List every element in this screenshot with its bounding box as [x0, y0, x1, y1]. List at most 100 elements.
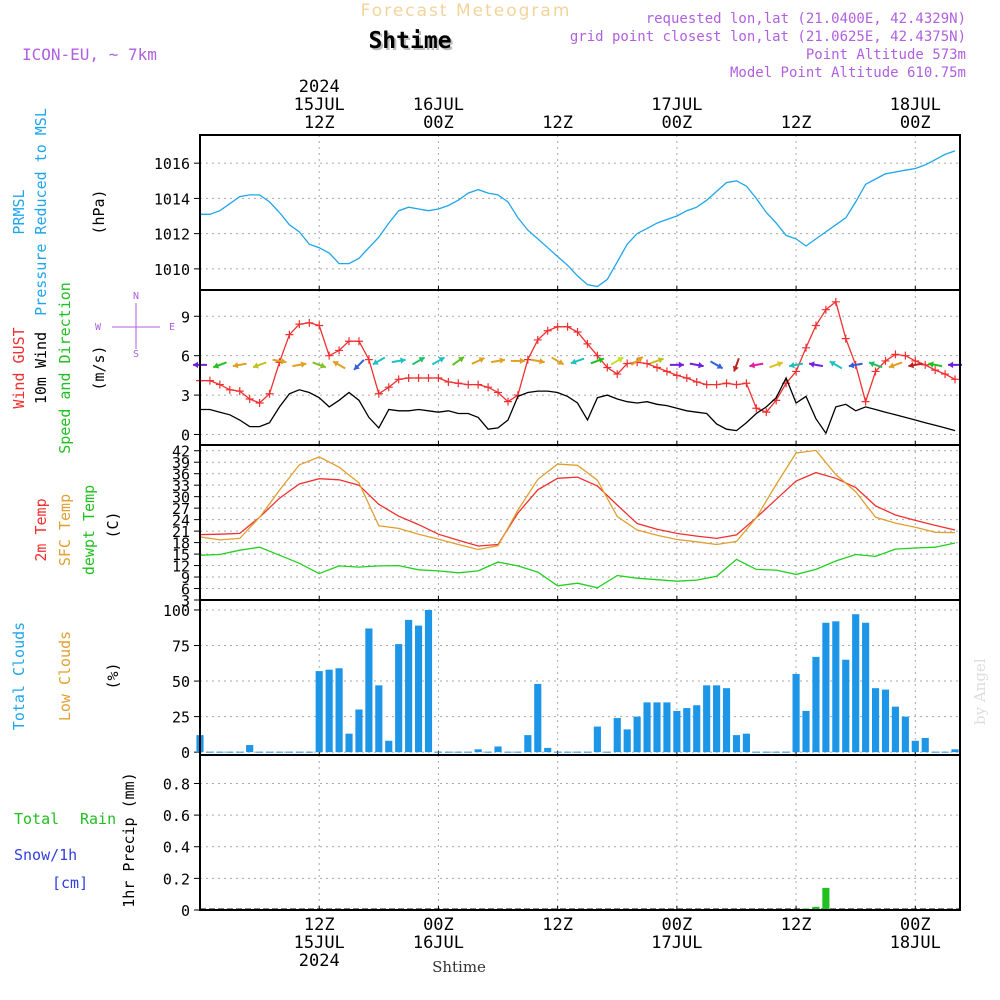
series-point-marker — [464, 380, 473, 389]
time-top-hour-label: 12Z — [781, 113, 812, 133]
y-tick-label: 25 — [172, 709, 190, 727]
panel-frame — [199, 134, 961, 291]
time-bottom-day-label: 16JUL — [413, 933, 464, 953]
axis-label-snow: Snow/1h — [14, 846, 77, 864]
series-point-marker — [603, 363, 612, 372]
y-tick-label: 24 — [172, 512, 190, 530]
axis-label-prmsl: PRMSL — [10, 189, 28, 234]
y-tick-label: 3 — [181, 592, 190, 610]
series-point-marker — [821, 305, 830, 314]
bar-mark — [802, 710, 810, 753]
compass-n: N — [133, 291, 139, 302]
bar-mark — [355, 709, 363, 753]
bar-mark — [842, 659, 850, 753]
series-point-marker — [762, 408, 771, 417]
series-dewpt-temp — [199, 542, 956, 589]
wind-vector-arrow — [710, 360, 724, 370]
wind-vector-arrow — [391, 357, 406, 364]
bar-mark — [921, 737, 929, 753]
bar-mark — [792, 673, 800, 753]
time-top-day-label: 16JUL — [413, 95, 464, 115]
bar-mark — [405, 619, 413, 753]
axis-label-unit: (m/s) — [90, 345, 108, 390]
series-point-marker — [533, 335, 542, 344]
series-line — [199, 542, 956, 589]
wind-vector-arrow — [610, 356, 624, 366]
y-tick-label: 0 — [181, 426, 190, 444]
y-tick-label: 0 — [181, 902, 190, 920]
time-bottom-year-label: 2024 — [299, 951, 340, 971]
series-point-marker — [722, 379, 731, 388]
wind-vector-head — [213, 362, 220, 369]
time-top-day-label: 15JUL — [294, 95, 345, 115]
wind-vector-head — [319, 362, 326, 369]
y-tick-label: 42 — [172, 443, 190, 461]
wind-vector-head — [458, 356, 465, 363]
wind-vector-head — [372, 359, 379, 365]
wind-vector-head — [438, 357, 445, 363]
series-point-marker — [225, 385, 234, 394]
bar-mark — [613, 718, 621, 753]
wind-vector-arrow — [749, 362, 764, 369]
y-tick-label: 0 — [181, 744, 190, 762]
y-tick-label: 36 — [172, 466, 190, 484]
wind-vector-head — [499, 357, 505, 364]
y-tick-label: 6 — [181, 348, 190, 366]
wind-vector-head — [678, 361, 684, 369]
wind-vector-arrow — [808, 361, 824, 368]
series-point-marker — [305, 318, 314, 327]
bar-mark — [653, 702, 661, 753]
series-line — [200, 300, 956, 413]
wind-vector-arrow — [829, 360, 843, 370]
panel-frame — [199, 289, 961, 446]
axis-label-sfc-temp: SFC Temp — [56, 494, 74, 566]
bar-mark — [911, 740, 919, 753]
series-point-marker — [374, 389, 383, 398]
y-tick-label: 3 — [181, 387, 190, 405]
series-2m-temp — [199, 471, 956, 547]
bar-mark — [534, 683, 542, 753]
station-title: Shtime — [368, 28, 451, 54]
series-point-marker — [623, 359, 632, 368]
series-point-marker — [911, 356, 920, 365]
bar-mark — [524, 735, 532, 753]
wind-vector-head — [636, 356, 643, 363]
wind-vector-head — [716, 363, 723, 369]
series-point-marker — [553, 322, 562, 331]
time-top-hour-label: 00Z — [423, 113, 454, 133]
series-point-marker — [404, 374, 413, 383]
wind-vector-head — [193, 361, 199, 369]
wind-vector-arrow — [451, 356, 465, 366]
wind-vector-arrow — [471, 357, 485, 365]
series-point-marker — [474, 380, 483, 389]
wind-vector-head — [300, 361, 307, 368]
y-tick-label: 1012 — [154, 226, 190, 244]
y-tick-label: 1010 — [154, 261, 190, 279]
time-top-hour-label: 12Z — [304, 113, 335, 133]
time-bottom-hour-label: 00Z — [900, 915, 931, 935]
series-point-marker — [454, 379, 463, 388]
series-point-marker — [742, 379, 751, 388]
wind-vector-arrow — [551, 356, 565, 366]
bar-mark — [246, 745, 254, 753]
bar-mark — [633, 716, 641, 753]
y-tick-label: 0.4 — [163, 839, 190, 857]
axis-label-total-clouds: Total Clouds — [10, 622, 28, 730]
wind-vector-head — [570, 358, 577, 365]
series-line — [199, 449, 956, 551]
wind-vector-head — [657, 357, 664, 364]
y-tick-label: 0.6 — [163, 807, 190, 825]
series-point-marker — [811, 321, 820, 330]
series-point-marker — [593, 351, 602, 360]
axis-label-direction: Speed and Direction — [56, 282, 74, 454]
series-point-marker — [712, 380, 721, 389]
series-point-marker — [384, 383, 393, 392]
wind-vector-head — [253, 362, 259, 369]
y-tick-label: 0.8 — [163, 775, 190, 793]
series-point-marker — [494, 388, 503, 397]
series-point-marker — [662, 367, 671, 376]
wind-vector-arrow — [848, 362, 863, 369]
axis-label-gust: Wind GUST — [10, 327, 28, 408]
bar-mark — [871, 688, 880, 753]
